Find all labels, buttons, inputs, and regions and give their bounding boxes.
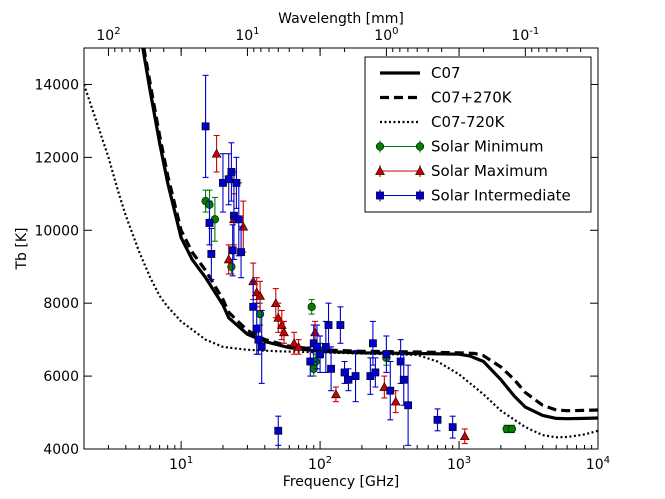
data-point xyxy=(396,357,405,366)
data-point xyxy=(369,339,377,348)
legend-marker xyxy=(416,191,424,200)
data-point xyxy=(327,364,335,373)
data-point xyxy=(382,350,391,359)
model-curves xyxy=(84,48,598,439)
legend-entry-c07-720k: C07-720K xyxy=(380,113,506,131)
series-solar-minimum xyxy=(201,189,516,434)
legend-marker xyxy=(375,142,385,151)
x-tick-label: 102 xyxy=(308,455,332,473)
plot-frame xyxy=(83,47,599,450)
legend-label: C07+270K xyxy=(431,89,513,107)
data-point xyxy=(324,321,333,329)
data-point xyxy=(316,350,324,359)
data-point xyxy=(399,375,408,384)
curve-c07-270k xyxy=(142,48,598,413)
y-tick-label: 10000 xyxy=(34,223,79,239)
x-tick-label: 101 xyxy=(169,455,193,473)
data-point xyxy=(307,302,316,311)
legend-entry-solar-maximum: Solar Maximum xyxy=(375,162,548,180)
y-tick-label: 14000 xyxy=(34,77,79,93)
data-point xyxy=(273,312,284,322)
data-point xyxy=(205,219,214,227)
y-tick-label: 12000 xyxy=(34,150,79,166)
legend-label: Solar Maximum xyxy=(431,162,548,180)
x-axis-label: Frequency [GHz] xyxy=(283,474,399,490)
legend-label: Solar Minimum xyxy=(431,138,544,156)
data-point xyxy=(279,327,289,337)
legend-entry-solar-intermediate: Solar Intermediate xyxy=(376,187,571,205)
data-point xyxy=(223,254,234,264)
x-tick-label: 104 xyxy=(586,455,610,473)
y-tick-label: 6000 xyxy=(43,369,79,385)
legend-entry-solar-minimum: Solar Minimum xyxy=(375,138,544,156)
top-tick-label: 102 xyxy=(96,26,120,44)
data-point xyxy=(207,250,216,258)
data-point xyxy=(344,375,353,384)
y-tick-label: 4000 xyxy=(43,442,79,458)
axes: 101 102 103 104 102 101 100 10-1 4000 6000 8000 100… xyxy=(34,26,610,473)
legend-label: C07 xyxy=(431,64,461,82)
data-point xyxy=(289,338,299,348)
data-point xyxy=(336,321,345,329)
legend-entry-c07-270k: C07+270K xyxy=(380,89,513,107)
data-point xyxy=(386,386,395,395)
legend-entry-c07: C07 xyxy=(380,64,461,82)
data-point xyxy=(257,343,266,351)
data-point xyxy=(228,246,237,255)
data-point xyxy=(234,215,243,224)
data-point xyxy=(351,372,360,380)
top-tick-label: 100 xyxy=(374,26,398,44)
data-point xyxy=(293,341,304,351)
y-tick-label: 8000 xyxy=(43,296,79,312)
data-point xyxy=(313,343,321,351)
legend-box xyxy=(364,56,592,213)
data-point xyxy=(404,401,413,410)
top-axis-label: Wavelength [mm] xyxy=(278,11,404,27)
data-point xyxy=(255,310,265,319)
data-point xyxy=(211,148,222,158)
legend: C07 C07+270K C07-720K Solar Minimum Solar Ma… xyxy=(364,56,592,213)
data-point xyxy=(274,426,283,435)
data-point xyxy=(459,431,470,441)
curve-c07 xyxy=(141,48,598,421)
data-points xyxy=(201,74,516,446)
legend-label: C07-720K xyxy=(431,113,506,131)
data-point xyxy=(448,423,457,432)
top-tick-label: 101 xyxy=(235,26,259,44)
data-point xyxy=(201,122,210,131)
legend-marker xyxy=(415,165,425,175)
data-point xyxy=(249,302,258,311)
data-point xyxy=(252,324,261,333)
legend-marker xyxy=(415,142,425,151)
x-tick-label: 103 xyxy=(447,455,471,473)
data-point xyxy=(433,415,442,424)
data-point xyxy=(390,396,401,406)
data-point xyxy=(237,248,245,257)
data-point xyxy=(507,424,516,434)
data-point xyxy=(340,368,349,377)
data-point xyxy=(255,290,265,300)
series-solar-intermediate xyxy=(201,74,457,446)
legend-marker xyxy=(376,191,384,200)
data-point xyxy=(371,368,380,377)
legend-label: Solar Intermediate xyxy=(431,187,571,205)
data-point xyxy=(254,335,263,344)
y-axis-label: Tb [K] xyxy=(14,228,30,271)
legend-marker xyxy=(375,165,385,175)
data-point xyxy=(310,327,320,337)
top-tick-label: 10-1 xyxy=(511,26,539,44)
data-point xyxy=(331,389,341,399)
